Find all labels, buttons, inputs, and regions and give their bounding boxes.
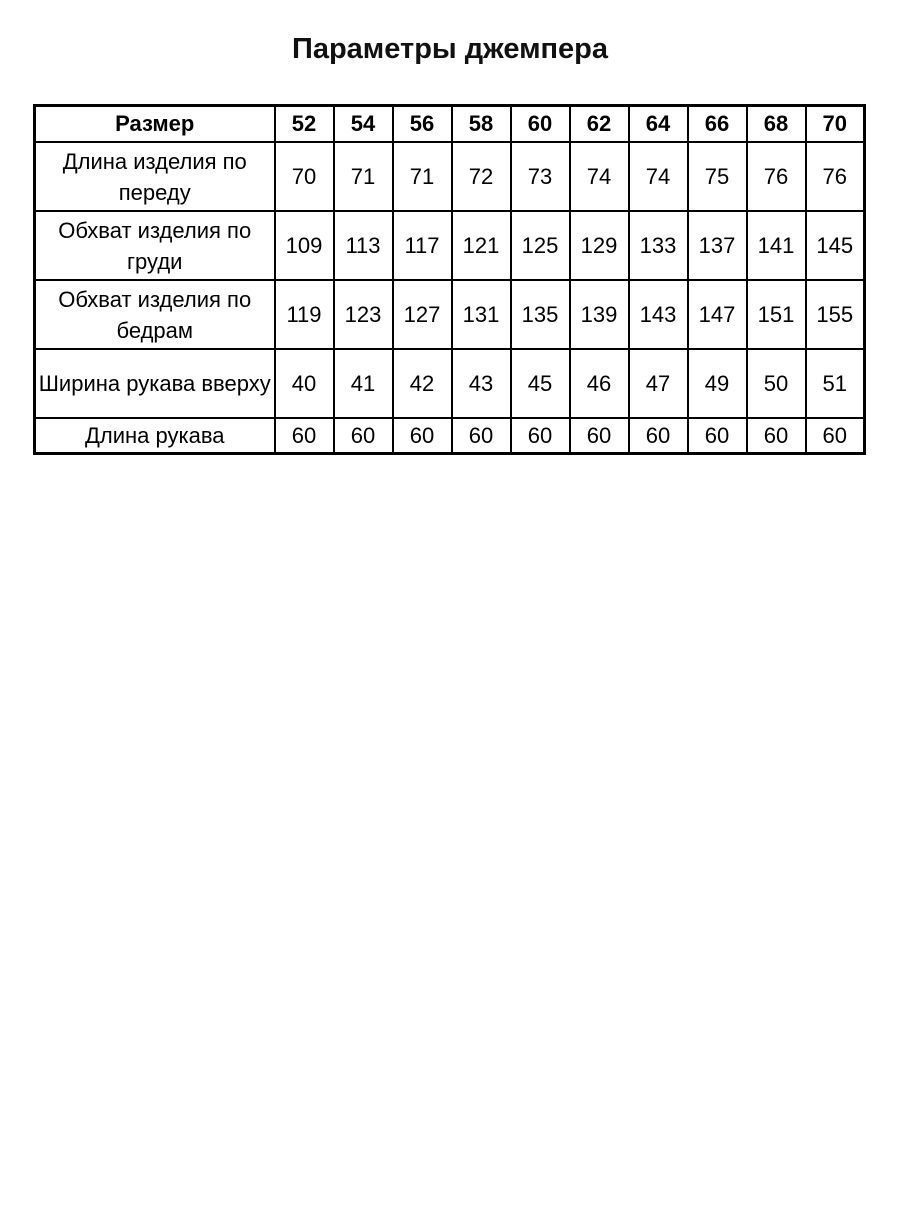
value-cell: 47 — [627, 348, 689, 420]
value-cell: 60 — [745, 417, 807, 455]
page-title: Параметры джемпера — [291, 33, 609, 65]
value-cell: 60 — [627, 417, 689, 455]
value-cell: 135 — [509, 279, 571, 351]
value-cell: 70 — [273, 141, 335, 213]
value-cell: 76 — [745, 141, 807, 213]
value-cell: 143 — [627, 279, 689, 351]
value-cell: 123 — [332, 279, 394, 351]
value-cell: 60 — [273, 417, 335, 455]
table-row: Ширина рукава вверху 40 41 42 43 45 46 4… — [33, 348, 866, 420]
value-cell: 147 — [686, 279, 748, 351]
value-cell: 141 — [745, 210, 807, 282]
value-cell: 76 — [804, 141, 866, 213]
value-cell: 75 — [686, 141, 748, 213]
value-cell: 60 — [804, 417, 866, 455]
table-header-row: Размер 52 54 56 58 60 62 64 66 68 70 — [33, 104, 866, 144]
value-cell: 45 — [509, 348, 571, 420]
header-cell-size: 66 — [686, 104, 748, 144]
size-table: Размер 52 54 56 58 60 62 64 66 68 70 Дли… — [33, 103, 866, 455]
header-cell-size: 62 — [568, 104, 630, 144]
value-cell: 51 — [804, 348, 866, 420]
table-row: Обхват изделия по груди 109 113 117 121 … — [33, 210, 866, 282]
value-cell: 129 — [568, 210, 630, 282]
value-cell: 71 — [391, 141, 453, 213]
value-cell: 60 — [450, 417, 512, 455]
value-cell: 60 — [568, 417, 630, 455]
value-cell: 125 — [509, 210, 571, 282]
header-cell-size: 68 — [745, 104, 807, 144]
value-cell: 73 — [509, 141, 571, 213]
value-cell: 49 — [686, 348, 748, 420]
value-cell: 119 — [273, 279, 335, 351]
value-cell: 117 — [391, 210, 453, 282]
value-cell: 50 — [745, 348, 807, 420]
value-cell: 71 — [332, 141, 394, 213]
value-cell: 155 — [804, 279, 866, 351]
value-cell: 109 — [273, 210, 335, 282]
header-cell-size: 58 — [450, 104, 512, 144]
value-cell: 72 — [450, 141, 512, 213]
header-label-size: Размер — [33, 104, 276, 144]
header-cell-size: 70 — [804, 104, 866, 144]
value-cell: 43 — [450, 348, 512, 420]
row-label: Ширина рукава вверху — [33, 348, 276, 420]
value-cell: 133 — [627, 210, 689, 282]
value-cell: 74 — [627, 141, 689, 213]
value-cell: 60 — [391, 417, 453, 455]
row-label: Длина рукава — [33, 417, 276, 455]
value-cell: 42 — [391, 348, 453, 420]
header-cell-size: 54 — [332, 104, 394, 144]
value-cell: 60 — [509, 417, 571, 455]
value-cell: 151 — [745, 279, 807, 351]
row-label: Обхват изделия по бедрам — [33, 279, 276, 351]
row-label: Длина изделия по переду — [33, 141, 276, 213]
value-cell: 139 — [568, 279, 630, 351]
value-cell: 41 — [332, 348, 394, 420]
value-cell: 121 — [450, 210, 512, 282]
value-cell: 131 — [450, 279, 512, 351]
table-row: Обхват изделия по бедрам 119 123 127 131… — [33, 279, 866, 351]
value-cell: 46 — [568, 348, 630, 420]
value-cell: 74 — [568, 141, 630, 213]
value-cell: 137 — [686, 210, 748, 282]
header-cell-size: 52 — [273, 104, 335, 144]
header-cell-size: 64 — [627, 104, 689, 144]
value-cell: 145 — [804, 210, 866, 282]
value-cell: 60 — [686, 417, 748, 455]
value-cell: 60 — [332, 417, 394, 455]
table-row: Длина рукава 60 60 60 60 60 60 60 60 60 … — [33, 417, 866, 455]
header-cell-size: 56 — [391, 104, 453, 144]
table-row: Длина изделия по переду 70 71 71 72 73 7… — [33, 141, 866, 213]
row-label: Обхват изделия по груди — [33, 210, 276, 282]
value-cell: 40 — [273, 348, 335, 420]
value-cell: 113 — [332, 210, 394, 282]
header-cell-size: 60 — [509, 104, 571, 144]
value-cell: 127 — [391, 279, 453, 351]
